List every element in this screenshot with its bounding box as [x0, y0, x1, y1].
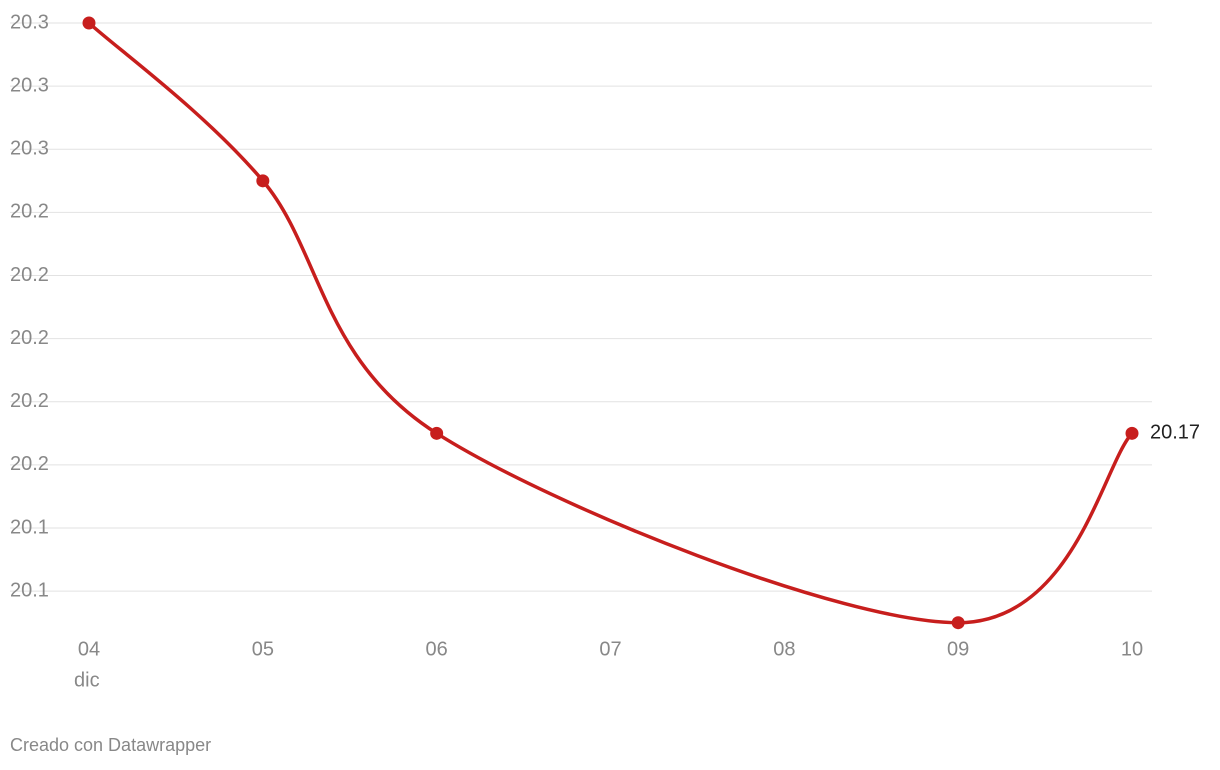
footer: Creado con Datawrapper	[10, 735, 211, 755]
point	[430, 426, 444, 440]
y-tick-label: 20.2	[10, 453, 49, 475]
x-tick-label: 08	[773, 638, 795, 660]
y-tick-label: 20.3	[10, 11, 49, 33]
x-tick-label: 07	[599, 638, 621, 660]
x-tick-label: 06	[426, 638, 448, 660]
point	[256, 174, 270, 188]
point	[82, 16, 96, 30]
point	[951, 616, 965, 630]
y-tick-label: 20.2	[10, 264, 49, 286]
y-tick-label: 20.2	[10, 201, 49, 223]
x-tick-label: 10	[1121, 638, 1143, 660]
y-tick-label: 20.3	[10, 74, 49, 96]
value-label: 20.17	[1150, 422, 1200, 444]
y-tick-label: 20.1	[10, 579, 49, 601]
y-tick-label: 20.2	[10, 327, 49, 349]
y-tick-label: 20.2	[10, 390, 49, 412]
x-tick-label: 04	[78, 638, 100, 660]
x-tick-label: 05	[252, 638, 274, 660]
x-tick-label: 09	[947, 638, 969, 660]
y-tick-label: 20.1	[10, 516, 49, 538]
x-unit-label: dic	[74, 669, 100, 691]
line	[87, 21, 1134, 625]
y-tick-label: 20.3	[10, 138, 49, 160]
point	[1125, 426, 1139, 440]
